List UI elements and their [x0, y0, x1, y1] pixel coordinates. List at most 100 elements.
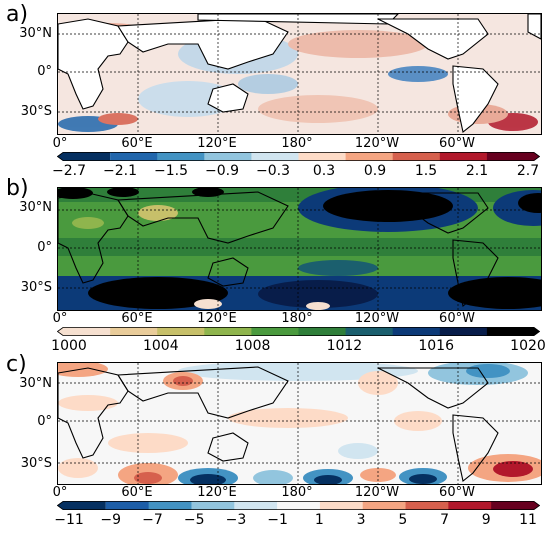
map-a-svg — [58, 14, 541, 134]
panel-c-letter: c) — [6, 352, 27, 377]
colorbar-segment — [57, 501, 106, 510]
colorbar-segment — [204, 152, 252, 161]
lat-label-eq: 0° — [37, 240, 52, 255]
colorbar-segment — [110, 152, 158, 161]
colorbar-b — [57, 327, 540, 336]
colorbar-a — [57, 152, 540, 161]
colorbar-segment — [277, 501, 321, 510]
lat-label-30n: 30°N — [19, 376, 52, 391]
colorbar-tick-label: −7 — [142, 512, 163, 528]
colorbar-tick-label: 2.1 — [465, 163, 489, 179]
colorbar-segment — [392, 327, 441, 336]
colorbar-c-svg — [57, 501, 540, 510]
lon-label-120e: 120°E — [197, 485, 237, 500]
colorbar-segment — [191, 501, 235, 510]
lat-label-eq: 0° — [37, 64, 52, 79]
map-panel-b — [57, 187, 542, 311]
colorbar-tick-label: −2.1 — [103, 163, 137, 179]
colorbar-outline — [57, 152, 540, 161]
lat-label-30n: 30°N — [19, 200, 52, 215]
colorbar-segment — [439, 327, 488, 336]
lat-label-30s: 30°S — [20, 456, 52, 471]
colorbar-segment — [234, 501, 278, 510]
colorbar-segment — [345, 327, 394, 336]
colorbar-segment — [298, 152, 347, 161]
colorbar-a-svg — [57, 152, 540, 161]
colorbar-tick-label: −11 — [54, 512, 84, 528]
lon-label-0: 0° — [52, 136, 68, 151]
colorbar-segment — [204, 327, 252, 336]
colorbar-segment — [57, 152, 111, 161]
lon-label-120w: 120°W — [354, 485, 400, 500]
colorbar-segment — [439, 152, 488, 161]
lon-label-120w: 120°W — [354, 136, 400, 151]
colorbar-tick-label: 1.5 — [414, 163, 438, 179]
colorbar-tick-label: 1004 — [142, 338, 179, 354]
colorbar-segment — [251, 152, 299, 161]
colorbar-segment — [486, 152, 540, 161]
colorbar-tick-label: 2.7 — [516, 163, 540, 179]
colorbar-tick-label: 0.9 — [363, 163, 387, 179]
lon-label-60w: 60°W — [439, 485, 475, 500]
colorbar-segment — [110, 327, 158, 336]
lon-label-120e: 120°E — [197, 311, 237, 326]
colorbar-tick-label: −3 — [225, 512, 247, 528]
lon-label-60w: 60°W — [439, 136, 475, 151]
map-panel-c — [57, 362, 542, 485]
lon-label-180: 180° — [281, 311, 313, 326]
colorbar-segment — [319, 501, 364, 510]
colorbar-outline — [57, 501, 540, 510]
colorbar-tick-label: 1016 — [418, 338, 455, 354]
lat-label-30s: 30°S — [20, 104, 52, 119]
colorbar-segment — [57, 327, 111, 336]
lon-label-120e: 120°E — [197, 136, 237, 151]
lon-label-60e: 60°E — [121, 136, 153, 151]
colorbar-tick-label: 1 — [314, 512, 324, 528]
colorbar-tick-label: 9 — [481, 512, 491, 528]
colorbar-segment — [157, 152, 205, 161]
lon-label-120w: 120°W — [354, 311, 400, 326]
lat-label-30s: 30°S — [20, 280, 52, 295]
lat-label-eq: 0° — [37, 414, 52, 429]
colorbar-tick-label: −0.9 — [205, 163, 239, 179]
colorbar-tick-label: −5 — [183, 512, 205, 528]
colorbar-segment — [105, 501, 150, 510]
colorbar-tick-label: 3 — [356, 512, 366, 528]
colorbar-tick-label: 7 — [440, 512, 449, 528]
colorbar-segment — [491, 501, 540, 510]
colorbar-tick-label: −9 — [100, 512, 122, 528]
colorbar-segment — [148, 501, 192, 510]
colorbar-segment — [298, 327, 347, 336]
colorbar-segment — [405, 501, 449, 510]
colorbar-tick-label: 11 — [519, 512, 537, 528]
colorbar-tick-label: 1000 — [51, 338, 87, 354]
colorbar-tick-label: −1.5 — [154, 163, 188, 179]
colorbar-tick-label: −1 — [267, 512, 288, 528]
panel-b-letter: b) — [6, 176, 29, 201]
panel-a-letter: a) — [6, 2, 29, 27]
lon-label-0: 0° — [52, 485, 68, 500]
colorbar-b-svg — [57, 327, 540, 336]
colorbar-segment — [251, 327, 299, 336]
map-c-svg — [58, 363, 541, 484]
lon-label-60w: 60°W — [439, 311, 475, 326]
lon-label-180: 180° — [281, 485, 313, 500]
colorbar-tick-label: 1008 — [234, 338, 271, 354]
colorbar-tick-label: 0.3 — [312, 163, 336, 179]
colorbar-outline — [57, 327, 540, 336]
map-b-svg — [58, 188, 541, 310]
colorbar-tick-label: −2.7 — [52, 163, 86, 179]
colorbar-tick-label: 1012 — [326, 338, 363, 354]
colorbar-tick-label: 1020 — [510, 338, 546, 354]
colorbar-c — [57, 501, 540, 510]
colorbar-segment — [486, 327, 540, 336]
lat-label-30n: 30°N — [19, 26, 52, 41]
lon-label-180: 180° — [281, 136, 313, 151]
colorbar-segment — [362, 501, 407, 510]
lon-label-0: 0° — [52, 311, 68, 326]
colorbar-segment — [448, 501, 492, 510]
colorbar-segment — [392, 152, 441, 161]
colorbar-tick-label: −0.3 — [256, 163, 290, 179]
colorbar-tick-label: 5 — [398, 512, 408, 528]
colorbar-segment — [345, 152, 394, 161]
